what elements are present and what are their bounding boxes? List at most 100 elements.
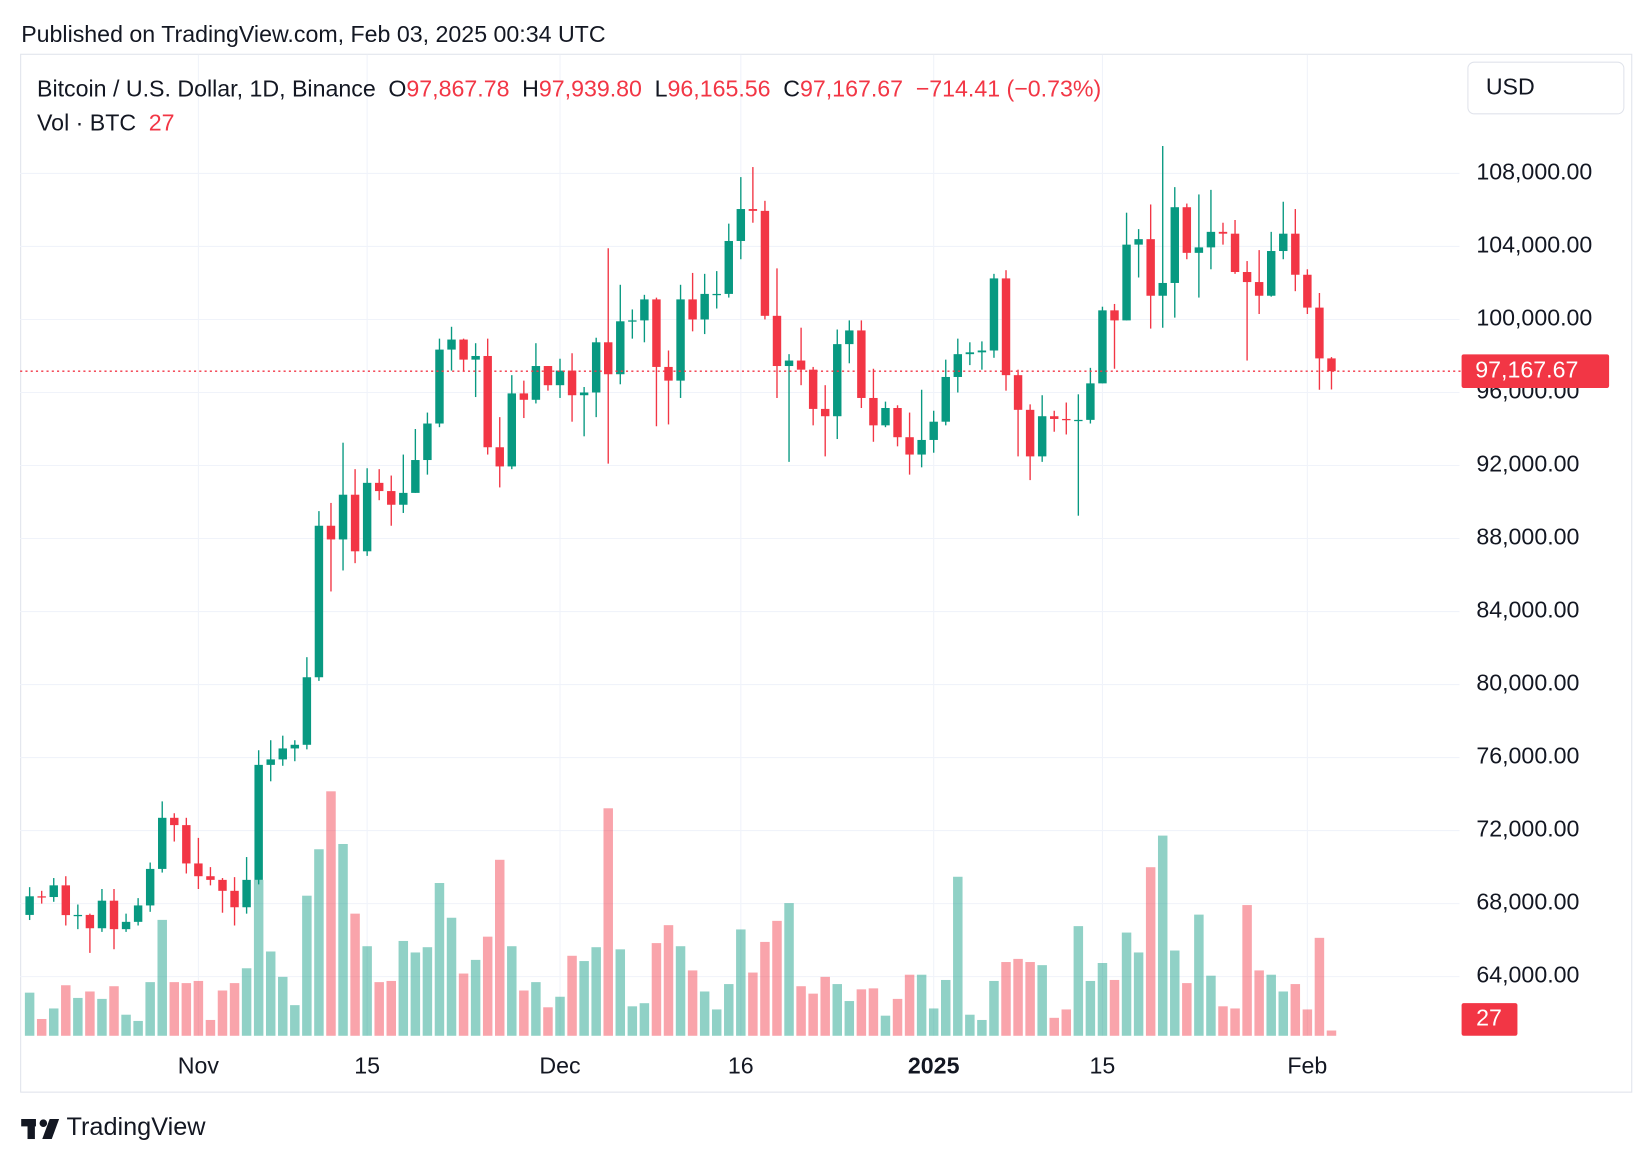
volume-bar bbox=[1109, 979, 1120, 1036]
legend-key: L bbox=[655, 76, 668, 102]
y-tick-label: 88,000.00 bbox=[1476, 524, 1579, 550]
candle-body bbox=[49, 885, 58, 898]
volume-bar bbox=[121, 1014, 131, 1036]
candle-body bbox=[314, 525, 324, 678]
candle-body bbox=[326, 525, 336, 540]
last-price-tag bbox=[1461, 354, 1610, 389]
legend-value: 97,939.80 bbox=[539, 76, 642, 102]
candle-body bbox=[459, 339, 468, 360]
volume-bar bbox=[519, 990, 529, 1036]
candle-body bbox=[1050, 416, 1059, 419]
volume-bar bbox=[1206, 975, 1216, 1036]
volume-bar bbox=[567, 955, 577, 1036]
candle-body bbox=[1279, 233, 1288, 252]
candle-body bbox=[664, 366, 673, 381]
volume-bar bbox=[928, 1008, 939, 1036]
volume-bar bbox=[157, 919, 167, 1036]
candle-body bbox=[1134, 239, 1143, 245]
candle-body bbox=[567, 370, 577, 396]
candle-body bbox=[1327, 358, 1336, 372]
volume-bar bbox=[85, 991, 95, 1036]
y-tick-label: 80,000.00 bbox=[1476, 670, 1579, 696]
volume-bar bbox=[193, 980, 204, 1036]
candle-body bbox=[362, 482, 372, 552]
volume-bar bbox=[181, 983, 192, 1036]
candle-body bbox=[73, 914, 83, 917]
volume-bar bbox=[615, 949, 626, 1036]
volume-bar bbox=[796, 986, 806, 1036]
volume-bar bbox=[760, 941, 770, 1036]
volume-bar bbox=[1133, 952, 1144, 1036]
candle-body bbox=[1122, 244, 1131, 321]
candle-body bbox=[700, 293, 709, 320]
y-tick-label: 72,000.00 bbox=[1476, 816, 1579, 842]
candle-body bbox=[1037, 416, 1047, 457]
candle-body bbox=[1194, 247, 1204, 253]
volume-bar bbox=[374, 982, 384, 1036]
candle-body bbox=[760, 210, 770, 316]
candle-body bbox=[1110, 310, 1119, 321]
volume-bar bbox=[1266, 974, 1276, 1036]
volume-bar bbox=[24, 992, 35, 1036]
volume-bar bbox=[1254, 970, 1264, 1036]
volume-bar bbox=[880, 1015, 891, 1036]
legend: Bitcoin / U.S. Dollar, 1D, Binance O97,86… bbox=[37, 76, 1101, 102]
volume-bar bbox=[591, 947, 601, 1036]
volume-bar bbox=[941, 979, 951, 1036]
volume-legend-title: Vol · BTC bbox=[37, 109, 136, 135]
currency-button[interactable] bbox=[1467, 61, 1625, 115]
volume-bar bbox=[1218, 1006, 1228, 1036]
volume-bar bbox=[784, 903, 794, 1036]
volume-bar bbox=[711, 1009, 722, 1036]
candle-body bbox=[1001, 278, 1011, 376]
candle-body bbox=[977, 350, 987, 353]
volume-bar bbox=[61, 985, 71, 1036]
candle-body bbox=[278, 748, 287, 760]
brand-logo bbox=[21, 1119, 60, 1140]
volume-bar bbox=[73, 997, 83, 1036]
candle-body bbox=[471, 355, 480, 360]
volume-bar bbox=[844, 1001, 855, 1036]
volume-bar bbox=[820, 976, 830, 1036]
logo-part bbox=[42, 1119, 60, 1140]
candle-body bbox=[1242, 272, 1252, 283]
volume-bar bbox=[1097, 963, 1108, 1036]
last-price-label: 97,167.67 bbox=[1475, 356, 1578, 382]
volume-bar bbox=[362, 946, 372, 1036]
candle-body bbox=[965, 352, 975, 355]
candle-body bbox=[158, 817, 167, 869]
volume-legend-value: 27 bbox=[149, 109, 175, 135]
currency-label[interactable]: USD bbox=[1486, 74, 1535, 100]
candle-body bbox=[1086, 383, 1095, 420]
candle-body bbox=[1254, 282, 1264, 296]
y-tick-label: 92,000.00 bbox=[1476, 451, 1579, 477]
candle-body bbox=[1182, 207, 1192, 253]
volume-bar bbox=[1194, 914, 1204, 1036]
candle-body bbox=[170, 817, 179, 826]
volume-bar bbox=[290, 1005, 300, 1036]
y-tick-label: 104,000.00 bbox=[1476, 232, 1592, 258]
volume-bar bbox=[651, 943, 662, 1036]
volume-bar bbox=[507, 946, 517, 1036]
legend-value: 97,867.78 bbox=[406, 76, 509, 102]
volume-bar bbox=[772, 920, 782, 1036]
candle-body bbox=[519, 393, 529, 400]
volume-bar bbox=[627, 1006, 638, 1036]
candle-body bbox=[254, 764, 263, 880]
volume-bar bbox=[229, 983, 240, 1036]
candle-body bbox=[893, 408, 902, 438]
volume-bar bbox=[904, 974, 915, 1036]
candle-body bbox=[133, 905, 143, 922]
volume-pane bbox=[24, 791, 1337, 1036]
volume-bar bbox=[856, 989, 867, 1036]
y-tick-label: 76,000.00 bbox=[1476, 743, 1579, 769]
volume-bar bbox=[639, 1003, 650, 1036]
volume-bar bbox=[145, 982, 155, 1036]
candle-body bbox=[989, 278, 999, 351]
candle-body bbox=[447, 339, 456, 350]
volume-bar bbox=[253, 879, 264, 1036]
candle-body bbox=[652, 299, 661, 367]
legend-key: O bbox=[388, 76, 406, 102]
candle-body bbox=[1218, 231, 1228, 234]
